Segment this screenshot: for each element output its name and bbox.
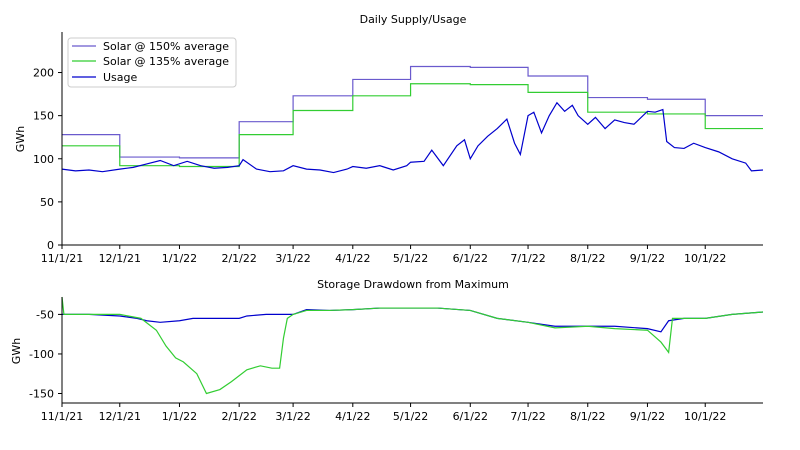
top-legend: Solar @ 150% average Solar @ 135% averag… — [67, 37, 237, 88]
top-xtick-label-10: 9/1/22 — [630, 252, 665, 265]
bottom-xtick-label-8: 7/1/22 — [510, 410, 545, 423]
top-xtick-label-7: 6/1/22 — [453, 252, 488, 265]
top-xtick-label-6: 5/1/22 — [393, 252, 428, 265]
top-xtick-label-2: 1/1/22 — [162, 252, 197, 265]
bottom-xtick-label-11: 10/1/22 — [684, 410, 726, 423]
top-ytick-label-3: 150 — [33, 110, 54, 123]
bottom-xtick-label-10: 9/1/22 — [630, 410, 665, 423]
legend-label-solar-135: Solar @ 135% average — [103, 55, 229, 68]
top-ylabel: GWh — [14, 126, 27, 152]
top-title: Daily Supply/Usage — [360, 13, 467, 26]
bottom-ytick-label-2: -150 — [29, 388, 54, 401]
top-xtick-label-9: 8/1/22 — [570, 252, 605, 265]
bottom-x-ticks: 11/1/21 12/1/21 1/1/22 2/1/22 3/1/22 4/1/22 5/… — [41, 403, 726, 423]
bottom-ytick-label-1: -100 — [29, 348, 54, 361]
bottom-y-ticks: -50 -100 -150 — [29, 308, 62, 401]
bottom-ylabel: GWh — [10, 338, 23, 364]
bottom-xtick-label-6: 5/1/22 — [393, 410, 428, 423]
top-xtick-label-0: 11/1/21 — [41, 252, 83, 265]
top-ytick-label-1: 50 — [40, 196, 54, 209]
top-panel: Daily Supply/Usage GWh 0 50 100 150 200 11/1… — [14, 13, 764, 265]
legend-frame — [67, 37, 237, 88]
bottom-xtick-label-3: 2/1/22 — [221, 410, 256, 423]
top-xtick-label-1: 12/1/21 — [99, 252, 141, 265]
top-series-line-0 — [62, 65, 763, 159]
top-series-line-2 — [61, 101, 764, 174]
legend-label-solar-150: Solar @ 150% average — [103, 40, 229, 53]
bottom-xtick-label-4: 3/1/22 — [275, 410, 310, 423]
bottom-xtick-label-2: 1/1/22 — [162, 410, 197, 423]
bottom-xtick-label-9: 8/1/22 — [570, 410, 605, 423]
bottom-panel: Storage Drawdown from Maximum GWh -50 -10… — [10, 278, 764, 423]
top-ytick-label-2: 100 — [33, 153, 54, 166]
top-xtick-label-11: 10/1/22 — [684, 252, 726, 265]
top-ytick-label-0: 0 — [47, 239, 54, 252]
bottom-xtick-label-0: 11/1/21 — [41, 410, 83, 423]
top-xtick-label-3: 2/1/22 — [221, 252, 256, 265]
bottom-title: Storage Drawdown from Maximum — [317, 278, 509, 291]
bottom-xtick-label-5: 4/1/22 — [335, 410, 370, 423]
top-series — [61, 65, 764, 174]
bottom-xtick-label-7: 6/1/22 — [453, 410, 488, 423]
top-ytick-label-4: 200 — [33, 67, 54, 80]
bottom-series — [61, 296, 764, 395]
top-xtick-label-4: 3/1/22 — [275, 252, 310, 265]
top-xtick-label-5: 4/1/22 — [335, 252, 370, 265]
legend-label-usage: Usage — [103, 71, 138, 84]
top-y-ticks: 0 50 100 150 200 — [33, 67, 62, 252]
top-series-line-1 — [62, 83, 763, 168]
bottom-series-line-1 — [61, 296, 764, 395]
bottom-xtick-label-1: 12/1/21 — [99, 410, 141, 423]
top-x-ticks: 11/1/21 12/1/21 1/1/22 2/1/22 3/1/22 4/1/22 5/… — [41, 245, 726, 265]
bottom-ytick-label-0: -50 — [36, 308, 54, 321]
top-xtick-label-8: 7/1/22 — [510, 252, 545, 265]
